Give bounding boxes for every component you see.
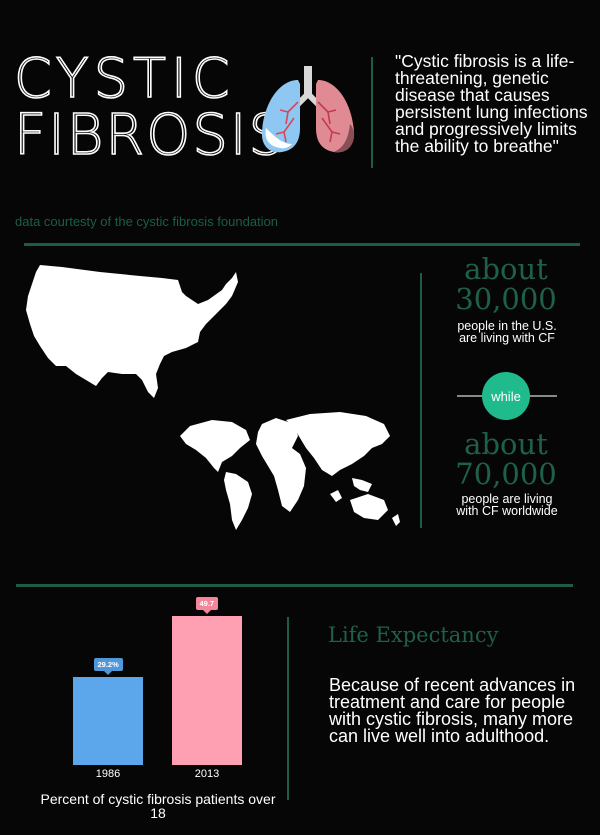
cf-quote: "Cystic fibrosis is a life-threatening, … — [395, 51, 588, 156]
life-expectancy-title: Life Expectancy — [328, 623, 499, 647]
us-stat-prefix: about — [464, 252, 548, 286]
title-line-1: CYSTIC — [13, 47, 235, 110]
stats-divider — [420, 273, 422, 528]
adult-patients-chart: 29.2% 1986 49.7 2013 — [0, 0, 290, 835]
data-credit: data courtesty of the cystic fibrosis fo… — [15, 214, 279, 229]
lungs-icon — [261, 66, 355, 153]
title-line-2: FIBROSIS — [13, 103, 286, 168]
value-label-1986: 29.2% — [93, 658, 123, 675]
bar-2013 — [172, 616, 242, 765]
category-label-1986: 1986 — [95, 768, 121, 780]
bar-1986 — [73, 677, 143, 765]
header-divider — [371, 57, 373, 168]
category-label-2013: 2013 — [194, 768, 220, 780]
us-map-icon — [26, 265, 238, 398]
world-stat-description: people are living with CF worldwide — [456, 492, 558, 518]
world-stat-number: 70,000 — [455, 457, 557, 491]
chart-x-label: Percent of cystic fibrosis patients over… — [40, 791, 276, 821]
value-label-2013: 49.7 — [195, 597, 219, 614]
section-divider-top — [24, 243, 580, 246]
us-stat-number: 30,000 — [455, 282, 557, 316]
world-stat-prefix: about — [464, 427, 548, 461]
us-stat-description: people in the U.S. are living with CF — [457, 319, 557, 345]
while-badge: while — [482, 372, 530, 420]
chart-divider — [287, 617, 289, 800]
section-divider-bottom — [16, 584, 573, 587]
world-map-icon — [180, 412, 400, 530]
maps-graphic — [26, 265, 400, 530]
life-expectancy-body: Because of recent advances in treatment … — [329, 675, 576, 746]
